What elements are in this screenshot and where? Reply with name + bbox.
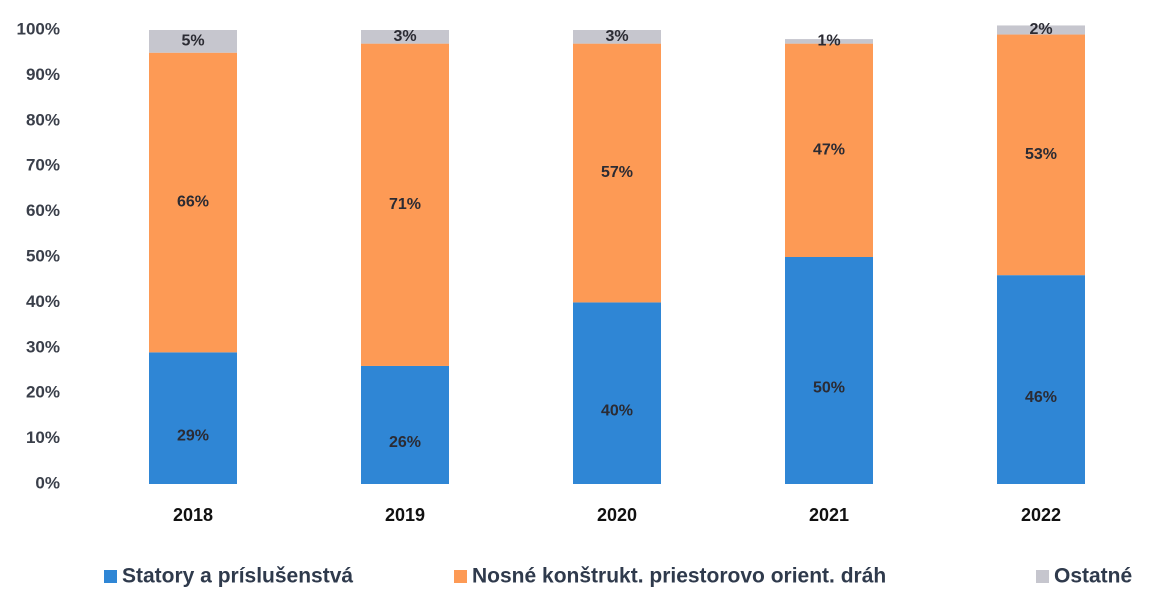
bar-segment [149,52,237,353]
data-label: 50% [813,380,845,397]
bar-segment [785,39,873,44]
legend-label: Statory a príslušenstvá [122,565,353,588]
y-tick-label: 30% [26,337,60,356]
y-tick-label: 40% [26,292,60,311]
legend-swatch [1036,570,1049,583]
legend-label: Ostatné [1054,565,1132,588]
x-tick-label: 2021 [809,505,849,525]
legend-swatch [104,570,117,583]
y-tick-label: 10% [26,428,60,447]
y-tick-label: 100% [17,19,60,38]
legend-label: Nosné konštrukt. priestorovo orient. drá… [472,565,886,588]
y-tick-label: 20% [26,383,60,402]
data-label: 1% [817,33,840,50]
x-tick-label: 2022 [1021,505,1061,525]
bar-segment [361,43,449,366]
bar-segment [997,275,1085,484]
bar-segment [149,352,237,484]
data-label: 29% [177,427,209,444]
y-tick-label: 80% [26,110,60,129]
legend-swatch [454,570,467,583]
data-label: 46% [1025,389,1057,406]
y-tick-label: 50% [26,246,60,265]
x-tick-label: 2018 [173,505,213,525]
y-tick-label: 0% [35,473,60,492]
bar-segment [573,43,661,303]
data-label: 40% [601,402,633,419]
bar-segment [573,302,661,484]
bar-segment [573,30,661,44]
bar-segment [361,30,449,44]
y-tick-label: 90% [26,65,60,84]
bar-segment [785,43,873,258]
data-label: 3% [393,28,416,45]
data-label: 3% [605,28,628,45]
data-label: 53% [1025,146,1057,163]
bar-segment [997,34,1085,276]
y-tick-label: 60% [26,201,60,220]
bar-segment [361,365,449,484]
data-label: 5% [181,33,204,50]
data-label: 47% [813,142,845,159]
x-tick-label: 2019 [385,505,425,525]
x-tick-label: 2020 [597,505,637,525]
y-tick-label: 70% [26,156,60,175]
data-label: 26% [389,434,421,451]
data-label: 57% [601,164,633,181]
bar-segment [997,25,1085,35]
data-label: 71% [389,196,421,213]
bar-segment [785,257,873,484]
bar-segment [149,30,237,53]
data-label: 66% [177,194,209,211]
data-label: 2% [1029,21,1052,38]
